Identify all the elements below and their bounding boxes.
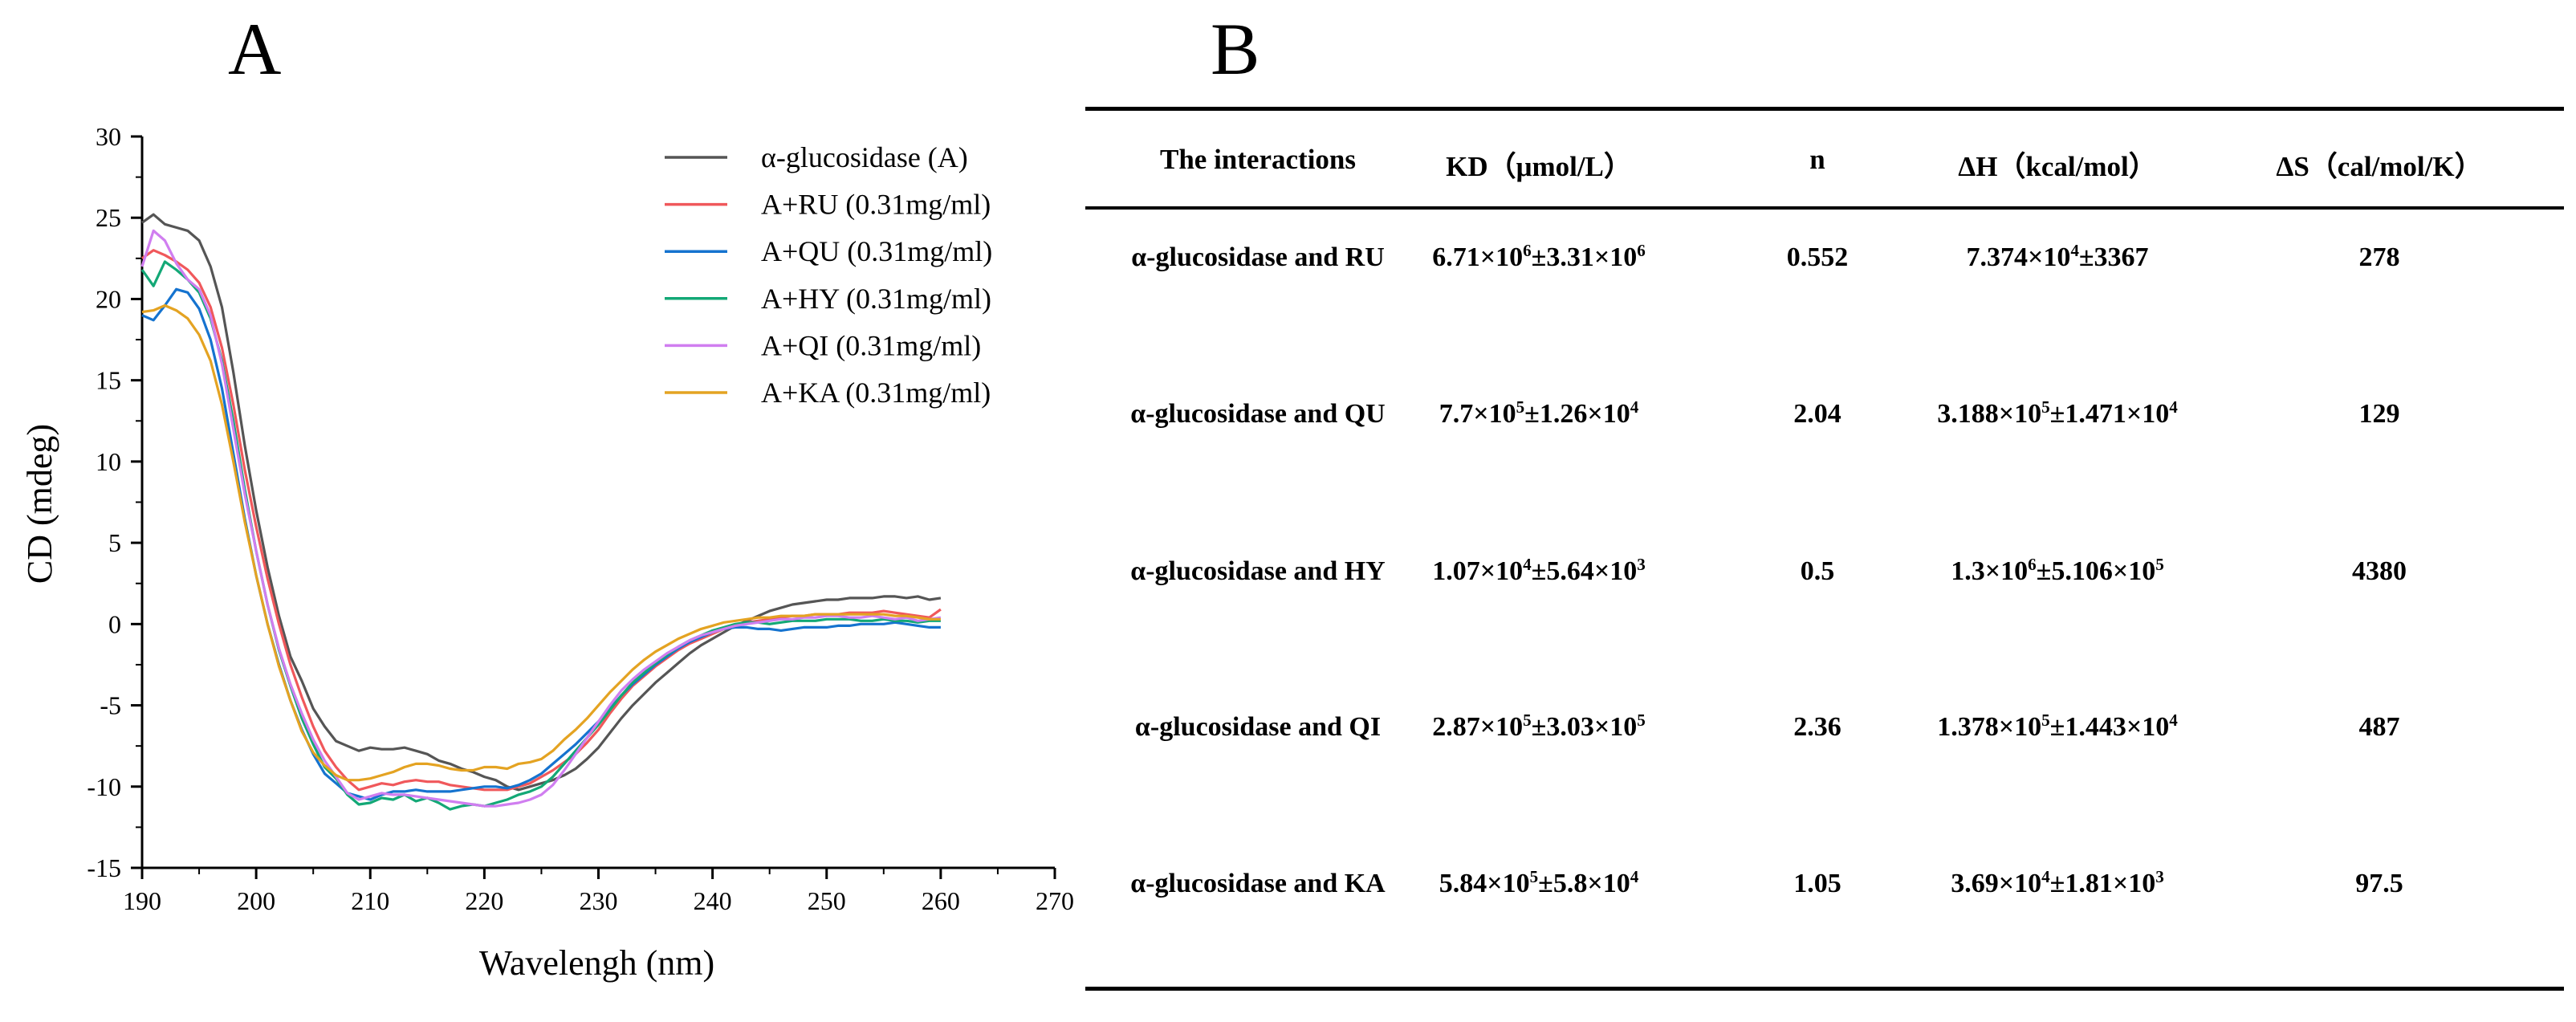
table-cell: α-glucosidase and HY xyxy=(1130,556,1386,586)
table-cell: 1.07×104±5.64×103 xyxy=(1432,555,1646,586)
x-axis-label: Wavelengh (nm) xyxy=(479,943,714,983)
legend-label-2: A+RU (0.31mg/ml) xyxy=(761,189,991,221)
table-header-cell: ΔH（kcal/mol） xyxy=(1958,151,2157,182)
table-cell: 5.84×105±5.8×104 xyxy=(1439,867,1639,898)
table-cell: 0.5 xyxy=(1800,556,1835,586)
y-tick-label: -10 xyxy=(87,772,121,801)
table-cell: 6.71×106±3.31×106 xyxy=(1432,241,1646,272)
legend-label-4: A+HY (0.31mg/ml) xyxy=(761,283,991,315)
table-cell: 2.04 xyxy=(1793,399,1841,429)
y-tick-label: 5 xyxy=(108,528,121,557)
table-bottom-rule xyxy=(1085,987,2564,991)
y-tick-label: 0 xyxy=(108,609,121,638)
x-tick-label: 200 xyxy=(237,886,275,915)
legend-label-3: A+QU (0.31mg/ml) xyxy=(761,235,992,267)
table-cell: 1.3×106±5.106×105 xyxy=(1951,555,2164,586)
table-cell: 0.552 xyxy=(1786,242,1849,272)
legend-label-1: α-glucosidase (A) xyxy=(761,141,968,173)
y-tick-label: -15 xyxy=(87,853,121,882)
panel-a-label: A xyxy=(228,8,282,90)
x-tick-label: 210 xyxy=(351,886,389,915)
panel-b-label: B xyxy=(1211,8,1260,90)
table-cell: 3.69×104±1.81×103 xyxy=(1951,867,2164,898)
y-tick-label: -5 xyxy=(100,691,121,720)
table-top-rule xyxy=(1085,107,2564,111)
table-header-rule xyxy=(1085,206,2564,210)
series-line-1 xyxy=(141,213,942,792)
table-cell: 7.374×104±3367 xyxy=(1966,241,2149,272)
table-header-cell: ΔS（cal/mol/K） xyxy=(2276,151,2483,182)
y-tick-label: 20 xyxy=(96,284,121,313)
legend-label-6: A+KA (0.31mg/ml) xyxy=(761,377,991,409)
x-tick-label: 270 xyxy=(1036,886,1074,915)
y-tick-label: 25 xyxy=(96,203,121,232)
x-tick-label: 220 xyxy=(465,886,503,915)
x-tick-label: 190 xyxy=(123,886,161,915)
x-tick-label: 240 xyxy=(694,886,732,915)
table-header-cell: n xyxy=(1809,144,1825,175)
table-cell: 129 xyxy=(2358,399,2400,429)
series-line-6 xyxy=(141,303,941,782)
x-tick-label: 250 xyxy=(808,886,846,915)
table-cell: 487 xyxy=(2358,712,2400,742)
y-tick-label: 10 xyxy=(96,447,121,476)
table-cell: 7.7×105±1.26×104 xyxy=(1439,397,1639,429)
table-cell: α-glucosidase and KA xyxy=(1130,869,1386,898)
x-tick-label: 260 xyxy=(922,886,960,915)
table-cell: α-glucosidase and RU xyxy=(1131,242,1385,272)
table-cell: α-glucosidase and QI xyxy=(1134,712,1382,742)
cd-spectrum-chart: 190 200 210 220 230 240 250 260 270 -15 -10 -5 0 5 10 1… xyxy=(20,122,1074,983)
table-cell: 1.05 xyxy=(1793,869,1841,898)
table-cell: α-glucosidase and QU xyxy=(1130,399,1386,429)
table-cell: 278 xyxy=(2358,242,2400,272)
table-cell: 2.87×105±3.03×105 xyxy=(1432,711,1646,742)
table-cell: 4380 xyxy=(2352,556,2407,586)
table-cell: 3.188×105±1.471×104 xyxy=(1937,397,2178,429)
x-tick-label: 230 xyxy=(580,886,618,915)
table-header-cell: The interactions xyxy=(1159,144,1357,175)
legend-label-5: A+QI (0.31mg/ml) xyxy=(761,329,981,361)
y-axis-label: CD (mdeg) xyxy=(20,424,59,584)
table-cell: 1.378×105±1.443×104 xyxy=(1937,711,2178,742)
table-header-cell: KD（μmol/L） xyxy=(1446,151,1632,182)
y-tick-label: 15 xyxy=(96,366,121,395)
series-line-5 xyxy=(140,229,942,808)
table-cell: 2.36 xyxy=(1793,712,1841,742)
table-cell: 97.5 xyxy=(2355,869,2403,898)
y-tick-label: 30 xyxy=(96,122,121,151)
